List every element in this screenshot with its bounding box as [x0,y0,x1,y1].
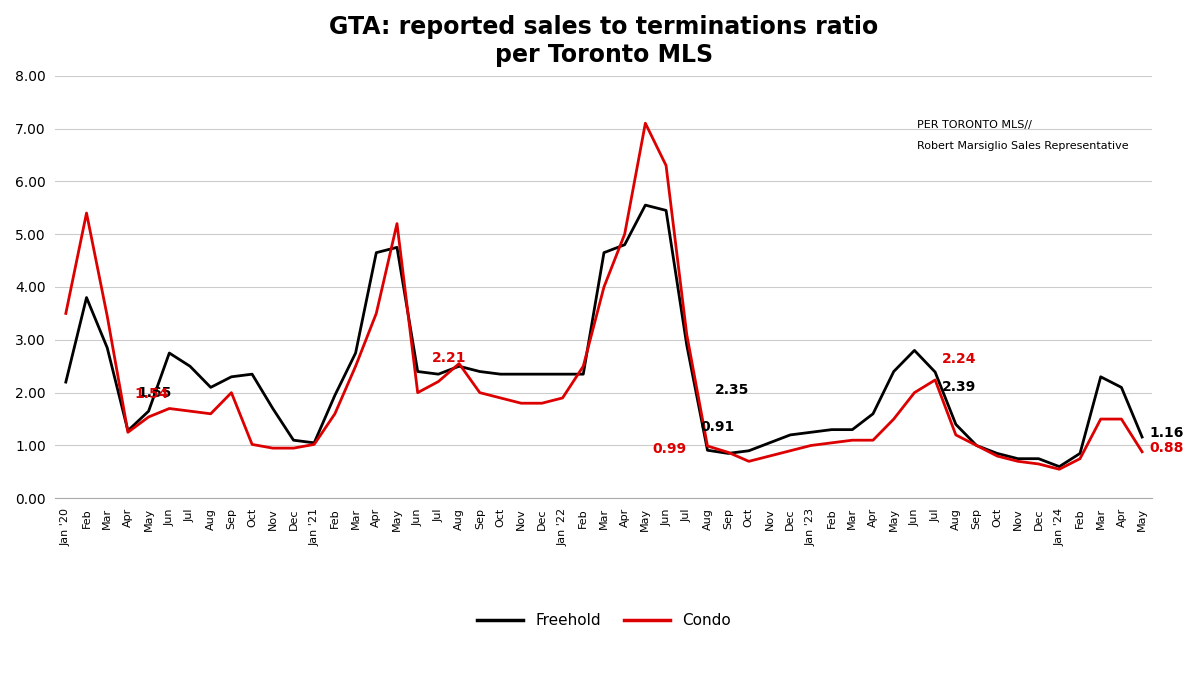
Text: 1.65: 1.65 [138,386,172,400]
Text: 0.91: 0.91 [701,420,734,434]
Text: PER TORONTO MLS//: PER TORONTO MLS// [917,120,1032,130]
Text: Robert Marsiglio Sales Representative: Robert Marsiglio Sales Representative [917,141,1128,151]
Text: 1.54: 1.54 [134,386,169,401]
Text: 0.88: 0.88 [1150,441,1183,455]
Text: 2.35: 2.35 [714,383,749,397]
Title: GTA: reported sales to terminations ratio
per Toronto MLS: GTA: reported sales to terminations rati… [329,15,878,67]
Text: 2.21: 2.21 [432,351,466,365]
Text: 1.16: 1.16 [1150,426,1183,440]
Legend: Freehold, Condo: Freehold, Condo [472,607,737,634]
Text: 2.24: 2.24 [942,352,977,366]
Text: 0.99: 0.99 [652,442,686,456]
Text: 2.39: 2.39 [942,380,977,395]
